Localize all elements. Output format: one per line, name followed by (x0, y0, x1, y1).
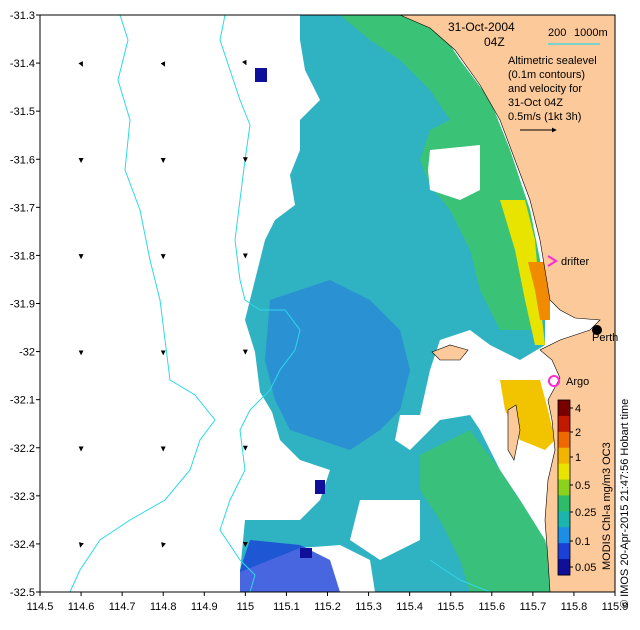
colorbar-tick-label-5: 0.1 (575, 536, 590, 548)
map-time: 04Z (484, 35, 505, 49)
velocity-arrows (78, 59, 248, 548)
chl-blue-core (265, 280, 410, 450)
y-tick-label-9: -32.2 (10, 443, 35, 455)
velocity-arrow-1 (160, 61, 166, 67)
x-tick-label-4: 114.9 (191, 601, 218, 613)
y-tick-label-8: -32.1 (10, 395, 35, 407)
colorbar-swatch-6 (558, 495, 570, 512)
drifter-marker (547, 255, 558, 267)
velocity-legend-line-3: and velocity for (508, 83, 582, 95)
y-tick-label-12: -32.5 (10, 587, 35, 599)
colorbar-tick-label-1: 2 (575, 427, 581, 439)
velocity-arrow-2 (241, 59, 247, 66)
colorbar-tick-label-0: 4 (575, 403, 581, 415)
colorbar-title: MODIS Chl-a mg/m3 OC3 (601, 442, 613, 570)
drifter-label: drifter (561, 256, 589, 268)
colorbar-swatch-2 (558, 431, 570, 449)
x-axis: 114.5 114.6 114.7 114.8 114.9 115 115.1 115.2 11… (27, 592, 629, 613)
velocity-arrow-15 (78, 542, 84, 548)
colorbar-swatch-4 (558, 463, 570, 481)
y-tick-label-1: -31.4 (10, 58, 35, 70)
y-axis: -31.3 -31.4 -31.5 -31.6 -31.7 -31.8 -31.9 -32 -3… (10, 10, 40, 599)
x-tick-label-9: 115.4 (396, 601, 423, 613)
x-tick-label-11: 115.6 (478, 601, 505, 613)
chl-yellow-south (500, 380, 555, 450)
velocity-legend-scale-label: 0.5m/s (1kt 3h) (508, 111, 581, 123)
x-tick-label-7: 115.2 (314, 601, 341, 613)
y-tick-label-7: -32 (19, 347, 35, 359)
colorbar-tick-label-6: 0.05 (575, 562, 596, 574)
depth-legend-200: 200 (548, 27, 566, 39)
isobath-200m (219, 15, 301, 592)
argo-label: Argo (566, 376, 589, 388)
no-data-gap-1 (428, 145, 480, 200)
colorbar-swatch-1 (558, 415, 570, 433)
chl-blue-south-patch (240, 540, 340, 592)
y-tick-label-2: -31.5 (10, 106, 35, 118)
depth-legend-1000: 1000m (574, 27, 608, 39)
perth-marker (592, 325, 602, 335)
x-tick-label-10: 115.5 (437, 601, 464, 613)
colorbar-tick-label-3: 0.5 (575, 480, 590, 492)
velocity-legend-line-1: Altimetric sealevel (508, 55, 597, 67)
no-data-gap-2 (430, 350, 500, 410)
y-tick-label-10: -32.3 (10, 491, 35, 503)
velocity-legend: Altimetric sealevel (0.1m contours) and … (508, 55, 597, 133)
x-tick-label-12: 115.7 (519, 601, 546, 613)
no-data-gap-3 (350, 500, 420, 560)
rottnest-island (431, 344, 469, 361)
x-tick-label-2: 114.7 (109, 601, 136, 613)
chl-dark-pixel-1 (255, 68, 267, 82)
colorbar-tick-label-4: 0.25 (575, 507, 596, 519)
x-tick-label-8: 115.3 (355, 601, 382, 613)
depth-legend: 200 1000m (548, 27, 608, 45)
map-date: 31-Oct-2004 (448, 20, 515, 34)
colorbar-swatch-8 (558, 527, 570, 544)
y-tick-label-3: -31.6 (10, 154, 35, 166)
colorbar: 4 2 1 0.5 0.25 0.1 0.05 (557, 399, 596, 576)
chl-orange-coast (528, 262, 550, 320)
colorbar-swatch-10 (558, 559, 570, 576)
velocity-legend-line-4: 31-Oct 04Z (508, 97, 563, 109)
y-tick-label-4: -31.7 (10, 202, 35, 214)
velocity-arrow-16 (161, 542, 166, 548)
chl-dark-pixel-2 (315, 480, 325, 494)
x-tick-label-1: 114.6 (68, 601, 95, 613)
x-tick-label-0: 114.5 (27, 601, 54, 613)
x-tick-label-5: 115 (237, 601, 255, 613)
y-tick-label-6: -31.9 (10, 299, 35, 311)
isobath-shelf (429, 559, 491, 592)
y-tick-label-0: -31.3 (10, 10, 35, 22)
colorbar-tick-label-2: 1 (575, 452, 581, 464)
credit-text: © IMOS 20-Apr-2015 21:47:56 Hobart time (619, 399, 631, 608)
velocity-legend-line-2: (0.1m contours) (508, 69, 585, 81)
x-tick-label-13: 115.8 (561, 601, 588, 613)
argo-marker (548, 375, 560, 387)
colorbar-swatch-9 (558, 543, 570, 560)
chl-green-south (420, 430, 555, 592)
garden-island (507, 404, 521, 461)
y-tick-label-5: -31.8 (10, 250, 35, 262)
colorbar-swatch-3 (558, 447, 570, 465)
place-markers (547, 255, 602, 387)
chlorophyll-field (240, 15, 560, 592)
chl-yellow-coast (500, 200, 545, 345)
isobaths (69, 15, 491, 592)
colorbar-frame (557, 399, 571, 576)
perth-label: Perth (592, 332, 618, 344)
chl-dark-pixel-3 (300, 548, 312, 558)
x-tick-label-3: 114.8 (150, 601, 177, 613)
isobath-1000m (69, 15, 216, 592)
y-tick-label-11: -32.4 (10, 539, 35, 551)
colorbar-swatch-7 (558, 511, 570, 528)
x-tick-label-14: 115.9 (602, 601, 629, 613)
x-tick-label-6: 115.1 (273, 601, 300, 613)
velocity-arrow-0 (78, 61, 83, 67)
colorbar-swatch-5 (558, 479, 570, 496)
colorbar-swatch-0 (558, 400, 570, 417)
